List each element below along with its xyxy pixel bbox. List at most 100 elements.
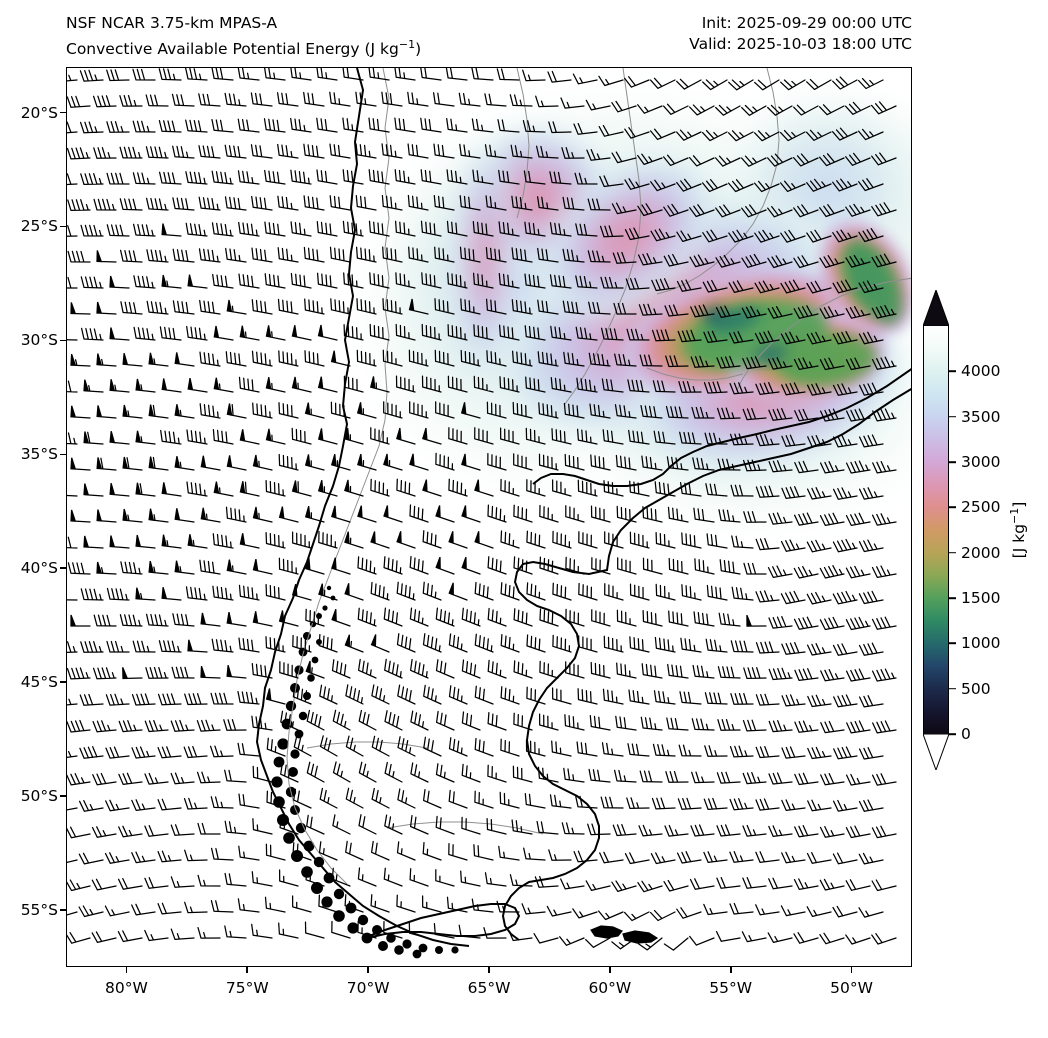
wind-barb bbox=[135, 534, 156, 549]
wind-barb bbox=[422, 530, 442, 549]
wind-barb bbox=[237, 742, 260, 757]
wind-barb bbox=[780, 229, 806, 243]
wind-barb bbox=[539, 660, 559, 679]
wind-barb bbox=[370, 634, 390, 653]
wind-barb bbox=[172, 300, 195, 315]
wind-barb bbox=[358, 761, 377, 783]
wind-barb bbox=[754, 330, 780, 345]
wind-barb bbox=[238, 584, 260, 601]
wind-barb bbox=[690, 355, 715, 368]
wind-barb bbox=[237, 118, 260, 133]
wind-barb bbox=[171, 93, 195, 107]
wind-barb bbox=[681, 584, 702, 601]
y-tickmark bbox=[60, 453, 66, 456]
colorbar[interactable]: 0 500 1000 1500 2000 2500 3000 3500 4000 bbox=[923, 290, 1000, 770]
wind-barb bbox=[779, 129, 806, 142]
wind-barb bbox=[858, 590, 884, 605]
wind-barb bbox=[729, 850, 754, 863]
wind-barb bbox=[329, 91, 351, 107]
wind-barb bbox=[627, 743, 650, 757]
wind-barb bbox=[716, 876, 741, 889]
wind-barb bbox=[611, 151, 637, 164]
wind-barb bbox=[486, 401, 507, 419]
wind-barb bbox=[512, 765, 533, 783]
wind-barb bbox=[650, 228, 676, 242]
wind-barb bbox=[832, 76, 858, 90]
wind-barb bbox=[485, 195, 507, 211]
wind-barb bbox=[291, 531, 312, 549]
wind-barb bbox=[292, 634, 312, 653]
wind-barb bbox=[91, 931, 117, 944]
wind-barb bbox=[157, 746, 182, 759]
wind-barb bbox=[132, 640, 156, 653]
wind-barb bbox=[212, 533, 234, 549]
wind-barb bbox=[511, 819, 533, 835]
wind-barb bbox=[172, 248, 195, 263]
wind-barb bbox=[290, 272, 312, 289]
wind-barb bbox=[616, 505, 637, 523]
wind-barb bbox=[677, 797, 702, 810]
map-plot-area[interactable] bbox=[66, 67, 912, 967]
wind-barb bbox=[604, 583, 624, 601]
wind-barb bbox=[628, 429, 650, 445]
wind-barb bbox=[172, 197, 195, 211]
wind-barb bbox=[526, 686, 546, 705]
wind-barb bbox=[692, 664, 715, 679]
wind-barb bbox=[483, 927, 507, 939]
wind-barb bbox=[408, 298, 429, 315]
wind-barb bbox=[67, 121, 78, 134]
wind-barb bbox=[119, 614, 143, 627]
wind-barb bbox=[358, 709, 377, 731]
wind-barb bbox=[487, 764, 507, 783]
wind-barb bbox=[252, 506, 273, 523]
wind-barb bbox=[344, 531, 364, 549]
wind-barb bbox=[433, 922, 455, 939]
y-tickmark bbox=[60, 795, 66, 797]
wind-barb bbox=[83, 431, 104, 445]
wind-barb bbox=[626, 328, 650, 341]
wind-barb bbox=[70, 457, 91, 471]
wind-barb bbox=[210, 692, 234, 705]
wind-barb bbox=[381, 194, 403, 211]
wind-barb bbox=[422, 841, 442, 861]
wind-barb bbox=[224, 925, 247, 939]
wind-barb bbox=[407, 194, 429, 211]
wind-barb bbox=[600, 327, 624, 341]
wind-barb bbox=[304, 402, 325, 419]
wind-barb bbox=[600, 276, 624, 289]
wind-barb bbox=[753, 180, 780, 193]
wind-barb bbox=[157, 850, 182, 863]
wind-barb bbox=[117, 877, 143, 890]
wind-barb bbox=[170, 719, 195, 732]
wind-barb bbox=[278, 350, 299, 367]
wind-barb bbox=[753, 130, 780, 142]
wind-barb bbox=[676, 178, 702, 192]
wind-barb bbox=[485, 298, 507, 315]
wind-barb bbox=[304, 350, 325, 367]
wind-barb bbox=[318, 530, 338, 549]
wind-barb bbox=[135, 587, 156, 601]
wind-barb bbox=[668, 557, 689, 575]
wind-barb bbox=[728, 229, 754, 243]
wind-barb bbox=[870, 101, 897, 115]
wind-barb bbox=[396, 531, 416, 549]
wind-barb bbox=[305, 557, 325, 575]
wind-barb bbox=[500, 686, 520, 705]
wind-barb bbox=[793, 565, 819, 579]
wind-barb bbox=[832, 590, 858, 605]
wind-barb bbox=[755, 590, 780, 603]
wind-barb bbox=[237, 898, 260, 913]
wind-barb bbox=[343, 428, 364, 445]
wind-barb bbox=[80, 327, 104, 341]
wind-barb bbox=[395, 375, 416, 393]
wind-barb bbox=[132, 172, 156, 185]
wind-barb bbox=[79, 746, 104, 759]
wind-barb bbox=[318, 583, 338, 601]
wind-barb bbox=[537, 247, 559, 263]
wind-barb bbox=[615, 715, 637, 731]
wind-barb bbox=[717, 458, 741, 471]
wind-barb bbox=[585, 880, 611, 892]
wind-barb bbox=[291, 325, 312, 341]
wind-barb bbox=[508, 929, 533, 942]
wind-barb bbox=[576, 428, 598, 445]
